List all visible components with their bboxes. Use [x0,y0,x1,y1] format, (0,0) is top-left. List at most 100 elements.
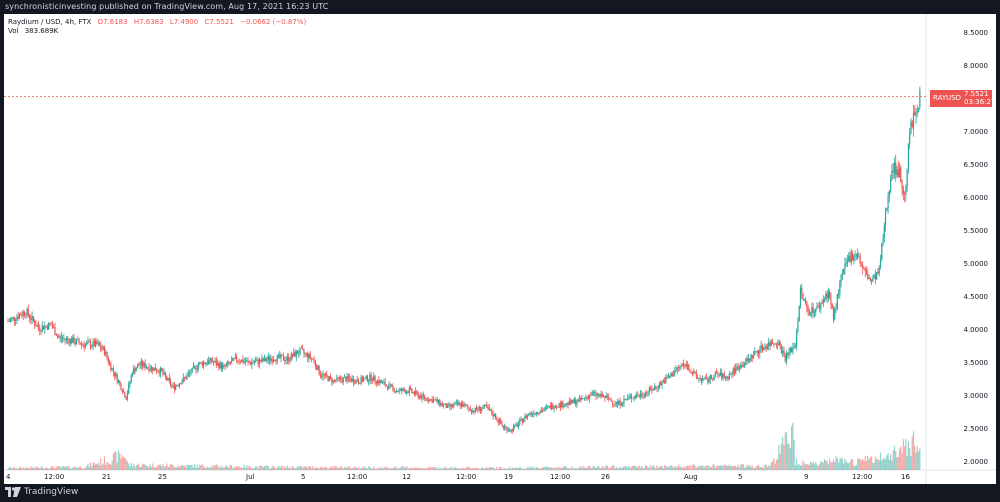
volume-bar [258,465,261,470]
volume-bar [837,463,840,470]
volume-bar [794,465,796,470]
volume-bar [59,466,61,470]
volume-bar [185,467,187,470]
candle-body [893,162,896,173]
volume-bar [484,468,487,470]
volume-bar [482,468,484,470]
candle-body [276,355,278,362]
volume-bar [213,465,215,470]
volume-bar [439,468,441,470]
volume-bar [285,467,287,470]
volume-bar [138,463,140,470]
candle-body [520,418,522,421]
volume-label: Vol [8,27,19,35]
candle-body [446,404,449,408]
volume-bar [346,466,348,470]
volume-bar [396,468,398,470]
candle-body [333,379,335,381]
volume-bar [495,468,497,470]
volume-bar [277,465,280,470]
candle-body [299,347,301,354]
volume-bar [265,465,267,470]
volume-bar [126,461,128,470]
volume-bar [592,465,595,470]
volume-bar [289,466,291,470]
candle-body [408,388,410,393]
candle-body [896,169,898,176]
candle-body [863,268,865,270]
candle-body [836,294,838,309]
candle-body [526,414,529,418]
volume-bar [736,467,738,470]
candle-body [430,399,432,400]
candle-body [694,371,696,373]
volume-bar [627,467,629,470]
candle-body [437,399,440,403]
candle-body [365,375,367,378]
candle-body [770,341,772,346]
volume-bar [63,466,65,470]
volume-bar [204,467,206,470]
candle-body [573,399,576,403]
volume-bar [356,467,358,470]
volume-bar [585,467,587,470]
volume-bar [398,468,400,470]
candle-body [364,377,366,379]
volume-bar [614,468,616,470]
candle-body [69,339,71,344]
candle-body [332,379,334,383]
volume-bar [423,468,426,470]
volume-bar [25,467,27,470]
candle-body [625,399,628,401]
candle-body [421,394,423,399]
candle-body [239,361,242,363]
volume-bar [78,466,80,470]
volume-bar [109,463,111,470]
candle-body [247,360,249,362]
volume-bar [897,457,899,470]
volume-bar [75,467,78,470]
candle-body [307,353,309,359]
volume-bar [879,452,882,470]
volume-bar [74,467,76,470]
candle-body [661,381,663,386]
candle-body [484,404,487,406]
candle-body [738,368,741,370]
volume-bar [704,466,706,470]
candle-body [709,375,711,381]
time-tick-label: 16 [901,473,910,481]
candle-body [124,391,126,398]
candle-body [895,162,897,176]
candle-body [404,390,407,394]
candle-body [435,399,437,401]
candle-body [173,385,175,390]
chart-pane[interactable]: Raydium / USD, 4h, FTX O7.6183 H7.6383 L… [4,14,996,484]
volume-bar [168,466,170,470]
candle-body [389,384,391,386]
candle-body [106,352,108,358]
candle-body [199,362,201,365]
candle-body [388,384,390,390]
volume-bar [896,457,898,470]
candle-body [583,397,586,399]
candle-body [780,346,783,353]
volume-bar [468,466,470,470]
volume-bar [384,466,386,470]
candle-body [378,380,380,384]
volume-bar [350,468,352,470]
candle-body [322,374,324,377]
candlestick-chart[interactable] [4,14,996,484]
volume-bar [491,467,493,470]
tradingview-logo[interactable]: TradingView [5,487,78,497]
volume-bar [915,452,917,470]
volume-bar [895,451,897,470]
candle-body [210,357,212,362]
candle-body [538,413,540,415]
candle-body [599,394,601,397]
candle-body [487,407,489,409]
volume-bar [418,468,421,470]
volume-bar [671,466,673,470]
volume-bar [28,468,31,470]
candle-body [138,364,140,366]
volume-bar [728,464,730,470]
